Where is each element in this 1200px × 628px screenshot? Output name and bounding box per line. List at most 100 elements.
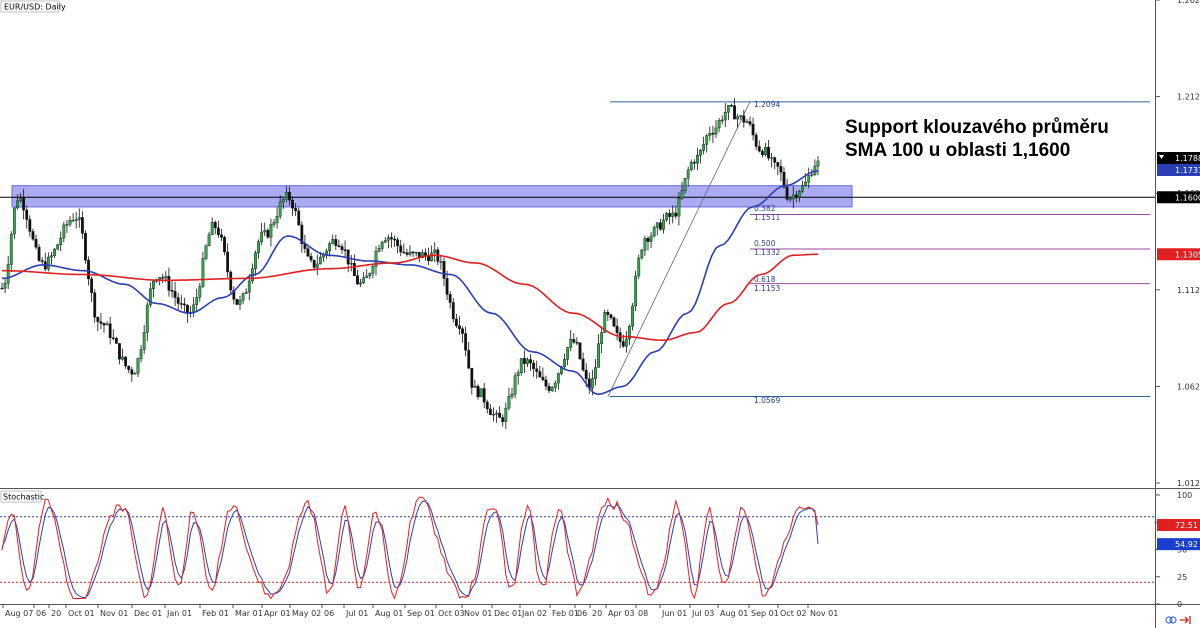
candle-body — [473, 385, 477, 388]
candle-body — [665, 213, 668, 221]
candle-body — [680, 190, 684, 199]
candle-body — [318, 256, 322, 265]
candle-body — [754, 134, 758, 147]
candle-body — [84, 233, 87, 261]
candle-body — [288, 191, 291, 201]
candle-body — [164, 276, 168, 279]
price-badge-label: 1.1788 — [1175, 154, 1200, 163]
candle-body — [649, 235, 653, 242]
candle-body — [581, 358, 585, 371]
candle-body — [229, 271, 233, 291]
x-tick-label: Jun 01 — [661, 609, 687, 618]
arrow-right-icon[interactable] — [1180, 616, 1191, 624]
candle-body — [420, 252, 424, 258]
x-tick-label: Jul 01 — [345, 609, 368, 618]
candle-body — [714, 127, 718, 135]
candle-body — [127, 365, 131, 370]
candle-body — [569, 339, 573, 348]
candle-body — [50, 255, 53, 258]
candle-body — [80, 217, 84, 234]
candle-body — [328, 243, 332, 252]
candle-body — [445, 278, 449, 295]
candle-body — [807, 175, 811, 183]
candle-body — [402, 251, 406, 254]
x-tick-label: 08 — [638, 609, 648, 618]
x-tick-label: Sep 01 — [407, 609, 435, 618]
candle-body — [411, 251, 415, 254]
fib-0500-price: 1.1332 — [754, 248, 780, 257]
current-price-arrow-icon — [1159, 155, 1164, 159]
candle-body — [470, 367, 474, 388]
candle-body — [142, 332, 146, 350]
candle-body — [12, 207, 16, 235]
candle-body — [745, 121, 749, 123]
candle-body — [226, 251, 230, 273]
chart-title-box — [0, 0, 60, 13]
candle-body — [628, 326, 631, 340]
candle-body — [158, 277, 162, 280]
x-tick-label: Nov 01 — [100, 609, 128, 618]
candle-body — [59, 237, 63, 245]
candle-body — [195, 297, 199, 305]
candle-body — [600, 332, 604, 344]
candle-body — [365, 275, 369, 278]
candle-body — [671, 212, 675, 217]
candle-body — [674, 212, 678, 217]
price-badge-1-1600 — [1157, 191, 1200, 204]
candle-body — [606, 312, 610, 315]
candle-body — [16, 200, 19, 209]
candle-body — [615, 325, 619, 333]
candle-body — [686, 169, 690, 179]
candle-body — [631, 305, 634, 327]
candle-body — [244, 291, 248, 294]
x-tick-label: Nov 01 — [810, 609, 838, 618]
candle-body — [136, 358, 140, 374]
candle-body — [519, 358, 523, 373]
candle-body — [779, 166, 783, 173]
candle-body — [390, 237, 393, 240]
candle-body — [0, 287, 4, 290]
candle-body — [359, 282, 362, 285]
candle-body — [343, 249, 347, 251]
candle-body — [77, 217, 81, 220]
x-tick-label: 06 — [324, 609, 334, 618]
price-badge-72-51 — [1157, 518, 1200, 531]
x-tick-label: Aug 01 — [720, 609, 748, 618]
sma-100-line — [1, 170, 819, 396]
price-badge-label: 1.1305 — [1175, 250, 1200, 259]
candle-body — [637, 257, 641, 277]
link-icon[interactable] — [1165, 616, 1177, 624]
candle-body — [254, 252, 257, 269]
candle-body — [705, 135, 709, 145]
candle-body — [723, 112, 727, 121]
candle-body — [272, 222, 276, 225]
x-tick-label: 20 — [51, 609, 61, 618]
candle-body — [791, 194, 795, 200]
candle-body — [371, 266, 375, 274]
x-tick-label: Feb 01 — [552, 609, 579, 618]
sma-200-line — [2, 253, 818, 342]
candle-body — [281, 198, 285, 203]
candle-body — [643, 238, 647, 251]
candle-body — [331, 239, 335, 244]
candle-body — [68, 220, 72, 225]
candle-body — [173, 291, 177, 298]
candle-body — [108, 323, 112, 338]
candle-body — [612, 317, 616, 327]
candle-body — [764, 146, 767, 156]
price-badge-1-1305 — [1157, 248, 1200, 261]
candle-body — [788, 198, 792, 201]
fib-0382-ratio: 0.382 — [754, 204, 776, 213]
candle-body — [609, 314, 613, 318]
candle-body — [232, 289, 236, 300]
candle-body — [182, 303, 186, 306]
candle-body — [114, 338, 118, 344]
x-tick-label: Sep 01 — [751, 609, 779, 618]
candle-body — [37, 246, 41, 261]
candle-body — [513, 375, 517, 395]
candle-body — [798, 191, 801, 198]
candle-body — [257, 241, 260, 253]
